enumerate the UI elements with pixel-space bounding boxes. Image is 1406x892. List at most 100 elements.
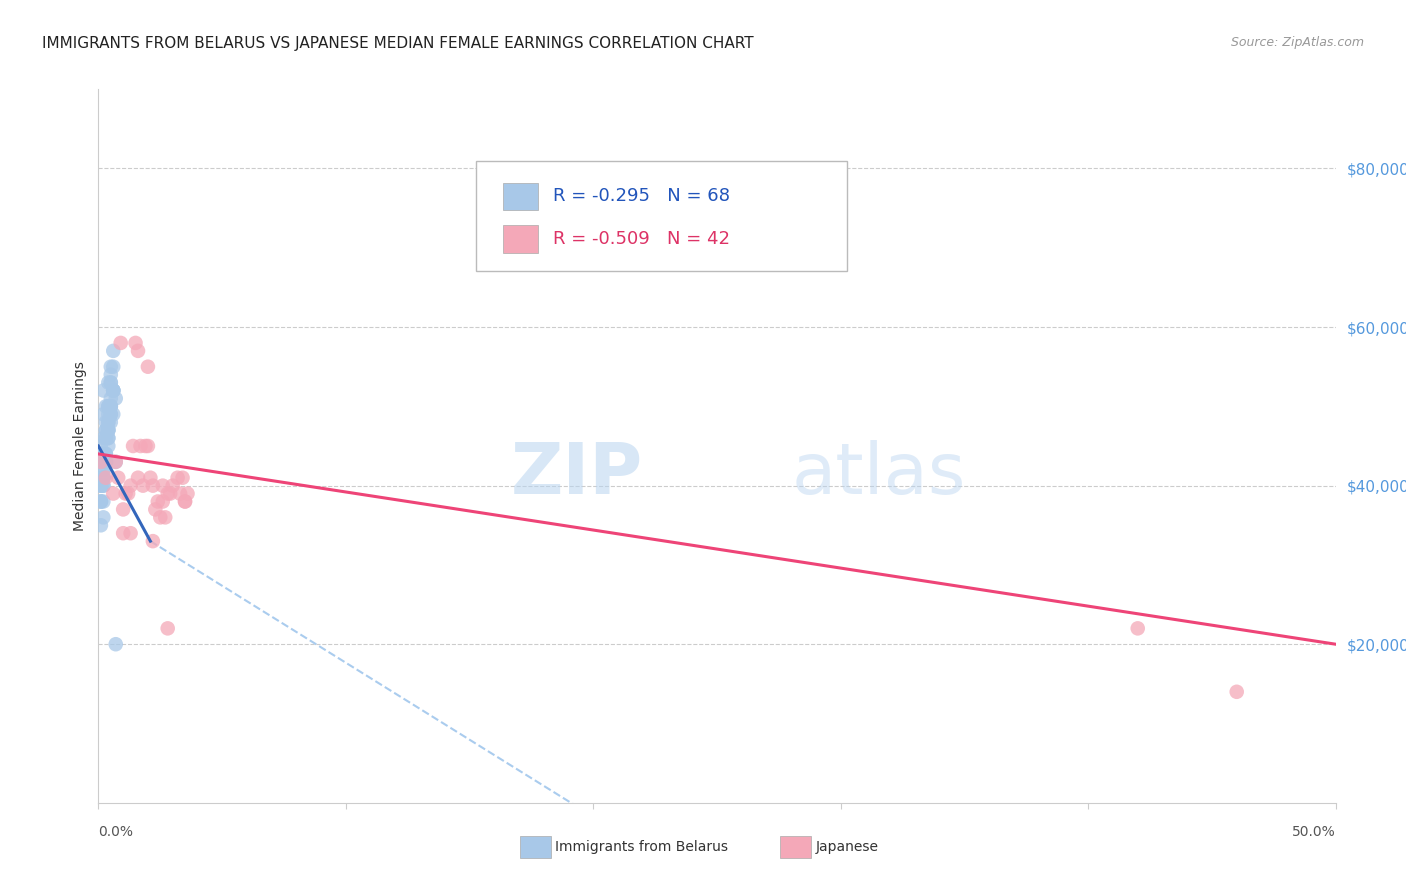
Point (139, 471, 162, 485)
Point (112, 526, 135, 541)
Text: ZIP: ZIP (510, 440, 643, 509)
Point (122, 439, 145, 453)
Point (100, 407, 122, 421)
Point (129, 439, 152, 453)
Point (97, 431, 120, 445)
Point (90, 455, 112, 469)
Point (132, 478, 155, 492)
Point (94, 455, 117, 469)
Point (114, 486, 136, 500)
Point (107, 471, 129, 485)
Point (155, 510, 177, 524)
Point (97, 400, 120, 414)
Point (143, 502, 166, 516)
Point (90, 478, 112, 492)
Point (90, 478, 112, 492)
Point (136, 359, 159, 374)
Point (97, 400, 120, 414)
Point (100, 415, 122, 429)
Point (103, 384, 125, 398)
Point (152, 478, 174, 492)
Point (97, 423, 120, 437)
Point (166, 471, 188, 485)
Point (100, 407, 122, 421)
Point (156, 621, 179, 635)
Point (90, 439, 112, 453)
Point (127, 343, 149, 358)
Point (94, 431, 117, 445)
Point (97, 423, 120, 437)
Point (94, 431, 117, 445)
Point (100, 376, 122, 390)
Point (93, 384, 115, 398)
Point (94, 447, 117, 461)
Point (103, 407, 125, 421)
Text: Immigrants from Belarus: Immigrants from Belarus (555, 840, 728, 855)
Point (97, 376, 120, 390)
Point (93, 471, 115, 485)
Y-axis label: Median Female Earnings: Median Female Earnings (73, 361, 87, 531)
Point (90, 494, 112, 508)
Point (93, 431, 115, 445)
Text: 50.0%: 50.0% (1292, 825, 1336, 839)
Text: IMMIGRANTS FROM BELARUS VS JAPANESE MEDIAN FEMALE EARNINGS CORRELATION CHART: IMMIGRANTS FROM BELARUS VS JAPANESE MEDI… (42, 36, 754, 51)
Point (112, 502, 135, 516)
Point (90, 494, 112, 508)
Point (97, 415, 120, 429)
Point (136, 439, 159, 453)
Point (97, 431, 120, 445)
Point (117, 486, 139, 500)
Point (103, 486, 125, 500)
Point (94, 415, 117, 429)
Point (93, 478, 115, 492)
Point (103, 359, 125, 374)
Point (94, 455, 117, 469)
Point (90, 455, 112, 469)
Point (104, 392, 127, 406)
Point (120, 478, 142, 492)
Point (90, 494, 112, 508)
Text: 0.0%: 0.0% (98, 825, 134, 839)
Point (104, 455, 127, 469)
Point (94, 423, 117, 437)
Point (1126, 621, 1149, 635)
Point (152, 494, 174, 508)
Text: Source: ZipAtlas.com: Source: ZipAtlas.com (1230, 36, 1364, 49)
Point (103, 343, 125, 358)
Point (176, 486, 198, 500)
Point (93, 463, 115, 477)
Point (94, 471, 117, 485)
Point (100, 368, 122, 382)
Point (97, 407, 120, 421)
Point (156, 486, 179, 500)
Point (93, 447, 115, 461)
Point (90, 447, 112, 461)
Point (103, 384, 125, 398)
Point (162, 478, 184, 492)
Point (174, 494, 197, 508)
Point (127, 471, 149, 485)
Point (97, 423, 120, 437)
Point (142, 478, 165, 492)
Point (146, 494, 169, 508)
Point (93, 407, 115, 421)
Bar (503, 183, 537, 210)
Text: Japanese: Japanese (815, 840, 879, 855)
Point (94, 455, 117, 469)
Point (93, 494, 115, 508)
Text: R = -0.509   N = 42: R = -0.509 N = 42 (553, 230, 730, 248)
Point (174, 494, 197, 508)
Point (172, 471, 194, 485)
Point (100, 400, 122, 414)
Point (159, 486, 181, 500)
Point (100, 392, 122, 406)
Point (100, 400, 122, 414)
Point (1226, 685, 1249, 699)
Point (103, 384, 125, 398)
Point (100, 376, 122, 390)
Point (142, 534, 165, 549)
Point (104, 455, 127, 469)
Point (93, 471, 115, 485)
Point (124, 335, 146, 350)
Point (90, 518, 112, 533)
